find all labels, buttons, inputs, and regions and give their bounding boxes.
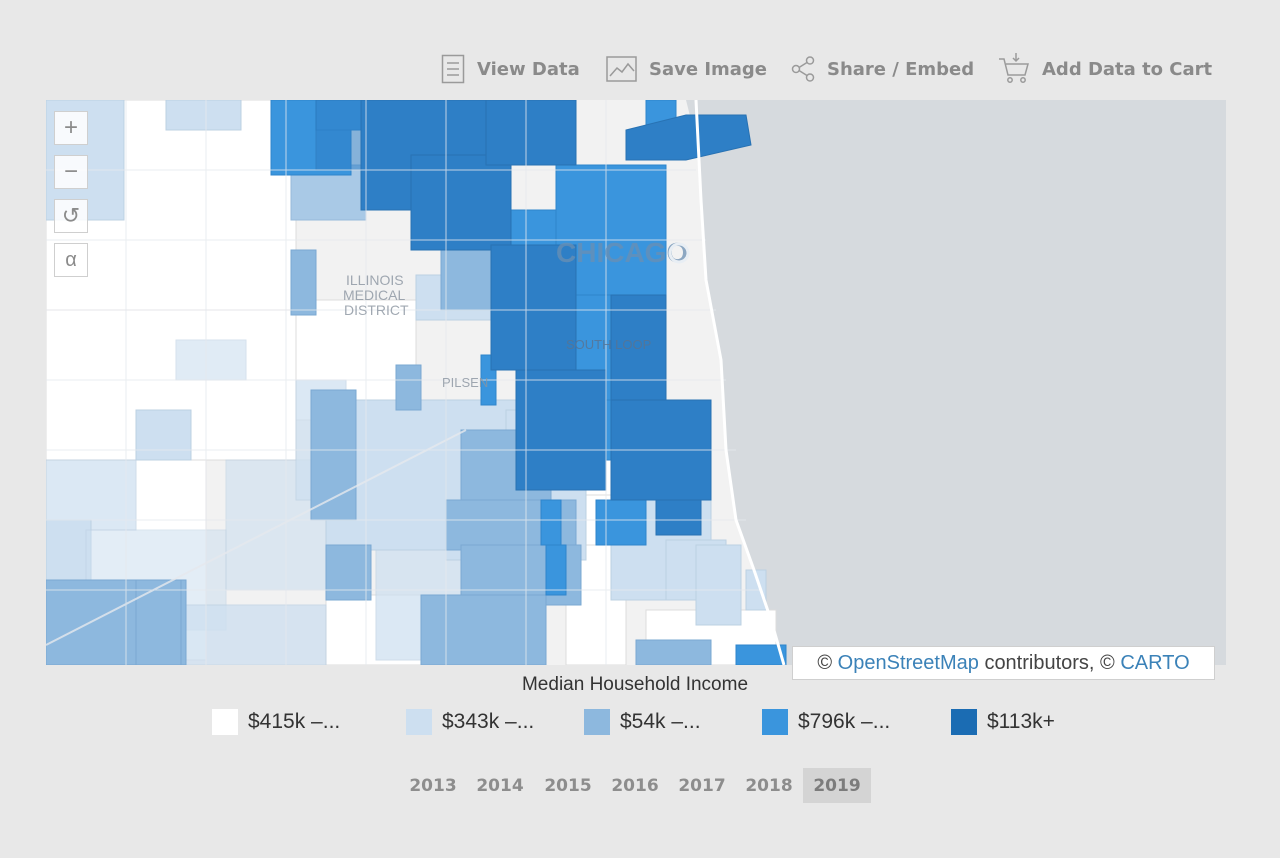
legend-swatch-5 [951, 709, 977, 735]
pilsen-label: PILSEN [442, 375, 488, 390]
select-tool-button[interactable]: α [54, 243, 88, 277]
share-embed-label: Share / Embed [827, 58, 975, 80]
zoom-out-button[interactable]: − [54, 155, 88, 189]
share-icon [791, 56, 815, 82]
legend-label-4: $796k –... [798, 710, 891, 733]
legend-item-5: $113k+ [951, 708, 1055, 736]
year-2017[interactable]: 2017 [678, 775, 726, 796]
year-2013[interactable]: 2013 [409, 775, 457, 796]
view-data-label: View Data [477, 58, 580, 80]
legend-label-1: $415k –... [248, 710, 341, 733]
legend-swatch-3 [584, 709, 610, 735]
view-data-button[interactable]: View Data [441, 52, 580, 86]
legend-item-2: $343k –... [406, 708, 534, 736]
carto-link[interactable]: CARTO [1120, 651, 1190, 674]
city-marker [668, 242, 690, 264]
openstreetmap-link[interactable]: OpenStreetMap [837, 651, 979, 674]
imd-label-line3: DISTRICT [344, 302, 409, 318]
add-to-cart-label: Add Data to Cart [1042, 58, 1213, 80]
add-to-cart-button[interactable]: Add Data to Cart [998, 52, 1212, 86]
zoom-in-button[interactable]: + [54, 111, 88, 145]
tracts-highest [315, 100, 752, 536]
imd-label-line1: ILLINOIS [346, 272, 404, 288]
reset-view-button[interactable]: ↺ [54, 199, 88, 233]
toolbar: View Data Save Image Share / Embed Add D… [0, 52, 1280, 86]
map-canvas[interactable]: CHICAGO ILLINOIS MEDICAL DISTRICT SOUTH … [46, 100, 1226, 665]
image-icon [606, 56, 637, 82]
street-grid [46, 100, 761, 665]
copyright-symbol: © [817, 651, 833, 674]
contributors-text: contributors, © [984, 651, 1115, 674]
legend-item-1: $415k –... [212, 708, 340, 736]
year-selector: 2013 2014 2015 2016 2017 2018 2019 [0, 768, 1280, 803]
legend-label-5: $113k+ [987, 710, 1055, 733]
shoreline [694, 100, 786, 665]
share-embed-button[interactable]: Share / Embed [791, 52, 974, 86]
year-2019[interactable]: 2019 [803, 768, 871, 803]
south-loop-label: SOUTH LOOP [566, 337, 651, 352]
map-attribution: © OpenStreetMap contributors, © CARTO [792, 646, 1215, 680]
imd-label-line2: MEDICAL [343, 287, 405, 303]
save-image-button[interactable]: Save Image [606, 52, 767, 86]
year-2018[interactable]: 2018 [745, 775, 793, 796]
year-2014[interactable]: 2014 [476, 775, 524, 796]
legend-item-4: $796k –... [762, 708, 890, 736]
cart-icon [999, 53, 1029, 83]
legend-title: Median Household Income [521, 674, 749, 695]
legend-label-3: $54k –... [620, 710, 701, 733]
year-2016[interactable]: 2016 [611, 775, 659, 796]
chicago-label: CHICAGO [556, 237, 688, 268]
choropleth-map[interactable]: CHICAGO ILLINOIS MEDICAL DISTRICT SOUTH … [46, 100, 1226, 665]
save-image-label: Save Image [649, 58, 768, 80]
lake-michigan [686, 100, 1226, 665]
legend-item-3: $54k –... [584, 708, 701, 736]
document-icon [441, 54, 465, 84]
legend-label-2: $343k –... [442, 710, 535, 733]
legend-swatch-2 [406, 709, 432, 735]
legend-swatch-1 [212, 709, 238, 735]
legend-swatch-4 [762, 709, 788, 735]
year-2015[interactable]: 2015 [544, 775, 592, 796]
